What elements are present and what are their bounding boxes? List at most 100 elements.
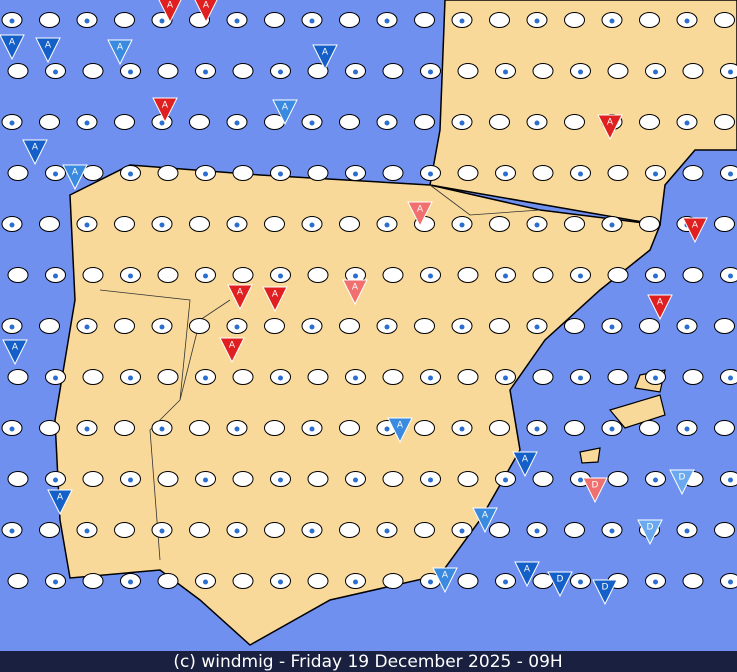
drop: [503, 171, 508, 177]
marker-label: A: [692, 221, 699, 231]
drop: [128, 477, 133, 483]
drop: [534, 18, 540, 24]
drop: [159, 222, 165, 228]
point: [39, 216, 60, 232]
drop: [159, 426, 165, 432]
marker-arrow: [152, 97, 178, 124]
drop: [428, 477, 433, 483]
marker-arrow: [107, 39, 133, 66]
point: [189, 216, 210, 232]
point: [232, 471, 254, 487]
drop: [534, 120, 540, 126]
point: [7, 573, 29, 589]
drop: [353, 69, 358, 75]
marker-label: A: [57, 493, 64, 503]
drop: [53, 171, 58, 177]
point: [189, 420, 210, 436]
drop: [684, 528, 690, 534]
point: [7, 63, 29, 79]
point: [339, 216, 360, 232]
point: [714, 12, 735, 28]
drop: [459, 18, 465, 24]
point: [564, 114, 585, 130]
marker-arrow: [22, 139, 48, 166]
point: [157, 165, 179, 181]
drop: [53, 579, 58, 585]
drop: [309, 222, 315, 228]
point: [39, 114, 60, 130]
drop: [578, 375, 583, 381]
drop: [234, 324, 240, 330]
marker-arrow: [547, 571, 573, 598]
point: [114, 12, 135, 28]
drop: [428, 375, 433, 381]
point: [232, 369, 254, 385]
point: [532, 369, 554, 385]
point: [39, 318, 60, 334]
marker-label: A: [203, 1, 210, 11]
point: [7, 471, 29, 487]
point: [264, 318, 285, 334]
point: [714, 114, 735, 130]
drop: [609, 324, 615, 330]
marker-arrow: [2, 339, 28, 366]
drop: [84, 120, 90, 126]
marker-label: A: [442, 571, 449, 581]
marker-arrow: [512, 451, 538, 478]
drop: [128, 579, 133, 585]
point: [489, 12, 510, 28]
point: [82, 471, 104, 487]
drop: [203, 273, 208, 279]
point: [682, 63, 704, 79]
drop: [578, 171, 583, 177]
marker-label: A: [162, 101, 169, 111]
drop: [278, 69, 283, 75]
drop: [278, 477, 283, 483]
point: [382, 267, 404, 283]
marker-arrow: [582, 477, 608, 504]
marker-label: D: [592, 481, 599, 491]
point: [82, 267, 104, 283]
drop: [159, 120, 165, 126]
marker-arrow: [647, 294, 673, 321]
point: [457, 63, 479, 79]
drop: [728, 579, 733, 585]
drop: [234, 120, 240, 126]
point: [414, 114, 435, 130]
point: [639, 216, 660, 232]
point: [682, 573, 704, 589]
point: [82, 573, 104, 589]
point: [232, 165, 254, 181]
point: [564, 12, 585, 28]
point: [232, 573, 254, 589]
point: [489, 216, 510, 232]
point: [639, 12, 660, 28]
drop: [503, 477, 508, 483]
point: [414, 318, 435, 334]
point: [682, 165, 704, 181]
drop: [534, 222, 540, 228]
drop: [128, 273, 133, 279]
drop: [128, 171, 133, 177]
drop: [428, 579, 433, 585]
marker-arrow: [514, 561, 540, 588]
drop: [309, 324, 315, 330]
marker-label: A: [229, 341, 236, 351]
marker-arrow: [637, 519, 663, 546]
point: [532, 63, 554, 79]
marker-label: A: [117, 43, 124, 53]
drop: [609, 528, 615, 534]
drop: [578, 477, 583, 483]
drop: [53, 375, 58, 381]
drop: [459, 324, 465, 330]
drop: [234, 426, 240, 432]
marker-arrow: [597, 114, 623, 141]
drop: [234, 18, 240, 24]
point: [39, 12, 60, 28]
marker-label: A: [9, 38, 16, 48]
marker-arrow: [194, 0, 218, 24]
drop: [9, 120, 15, 126]
drop: [728, 171, 733, 177]
marker-label: A: [282, 103, 289, 113]
point: [157, 369, 179, 385]
